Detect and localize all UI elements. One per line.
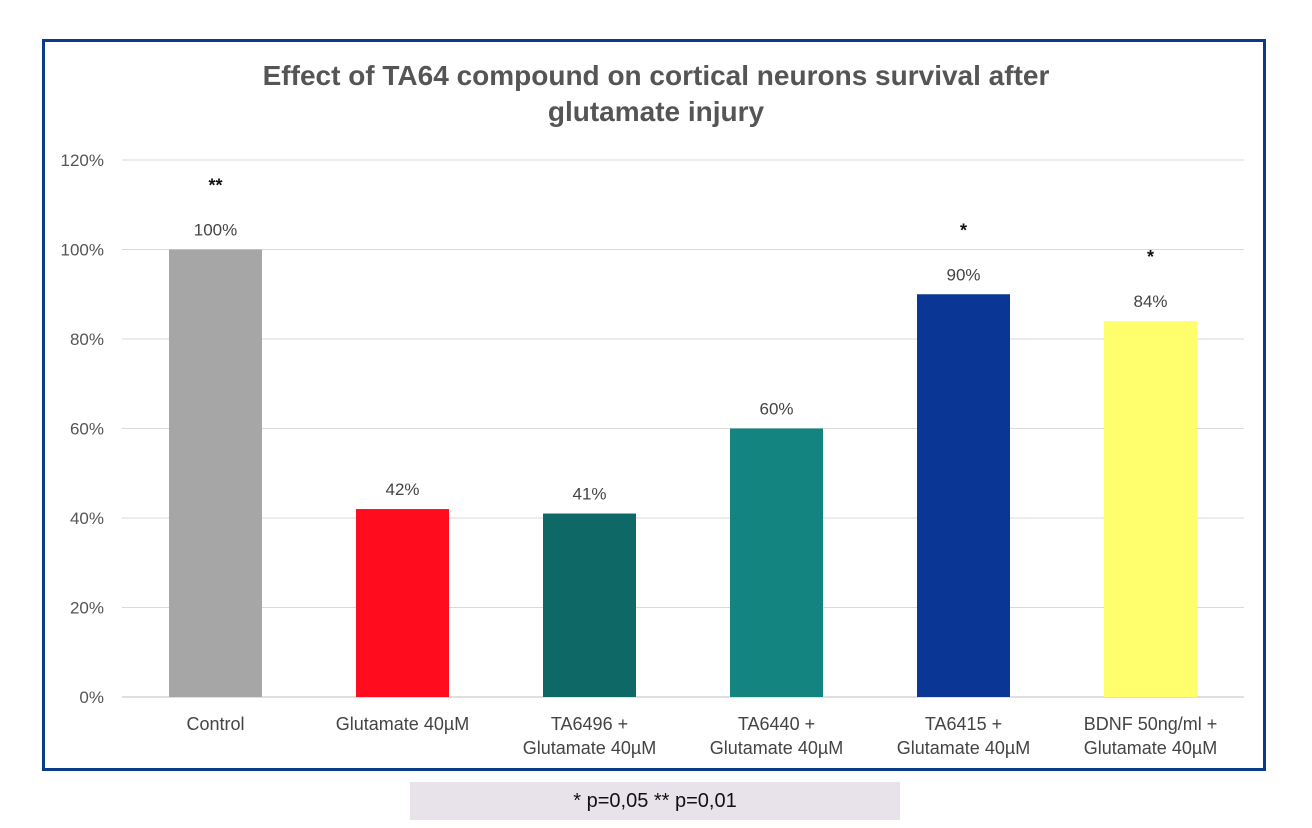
x-tick-label: Glutamate 40µM: [897, 738, 1030, 758]
data-label: 60%: [759, 400, 793, 419]
bar: [1104, 321, 1197, 697]
bar: [730, 428, 823, 697]
y-tick-label: 100%: [61, 241, 104, 260]
y-tick-label: 0%: [79, 688, 104, 707]
chart-title-line-1: Effect of TA64 compound on cortical neur…: [262, 60, 1050, 91]
data-label: 100%: [194, 221, 237, 240]
bar: [169, 249, 262, 697]
bar: [356, 509, 449, 697]
significance-mark: *: [1147, 247, 1154, 267]
x-tick-label: TA6415 +: [925, 714, 1002, 734]
data-label: 90%: [946, 265, 980, 284]
data-label: 41%: [572, 485, 606, 504]
x-tick-label: Glutamate 40µM: [1084, 738, 1217, 758]
data-label: 42%: [385, 480, 419, 499]
data-label: 84%: [1133, 292, 1167, 311]
x-tick-label: Glutamate 40µM: [523, 738, 656, 758]
significance-mark: **: [208, 176, 222, 196]
y-tick-label: 40%: [70, 509, 104, 528]
x-tick-label: Control: [186, 714, 244, 734]
y-tick-label: 80%: [70, 330, 104, 349]
y-tick-label: 120%: [61, 151, 104, 170]
x-tick-label: TA6440 +: [738, 714, 815, 734]
x-tick-label: Glutamate 40µM: [336, 714, 469, 734]
chart-title-line-2: glutamate injury: [547, 96, 765, 127]
y-tick-label: 60%: [70, 420, 104, 439]
x-tick-label: TA6496 +: [551, 714, 628, 734]
significance-mark: *: [960, 220, 967, 240]
chart-title: Effect of TA64 compound on cortical neur…: [0, 58, 1312, 130]
significance-footnote: * p=0,05 ** p=0,01: [410, 782, 900, 820]
bar: [543, 513, 636, 697]
y-tick-label: 20%: [70, 599, 104, 618]
x-tick-label: BDNF 50ng/ml +: [1084, 714, 1218, 734]
x-tick-label: Glutamate 40µM: [710, 738, 843, 758]
bar: [917, 294, 1010, 697]
